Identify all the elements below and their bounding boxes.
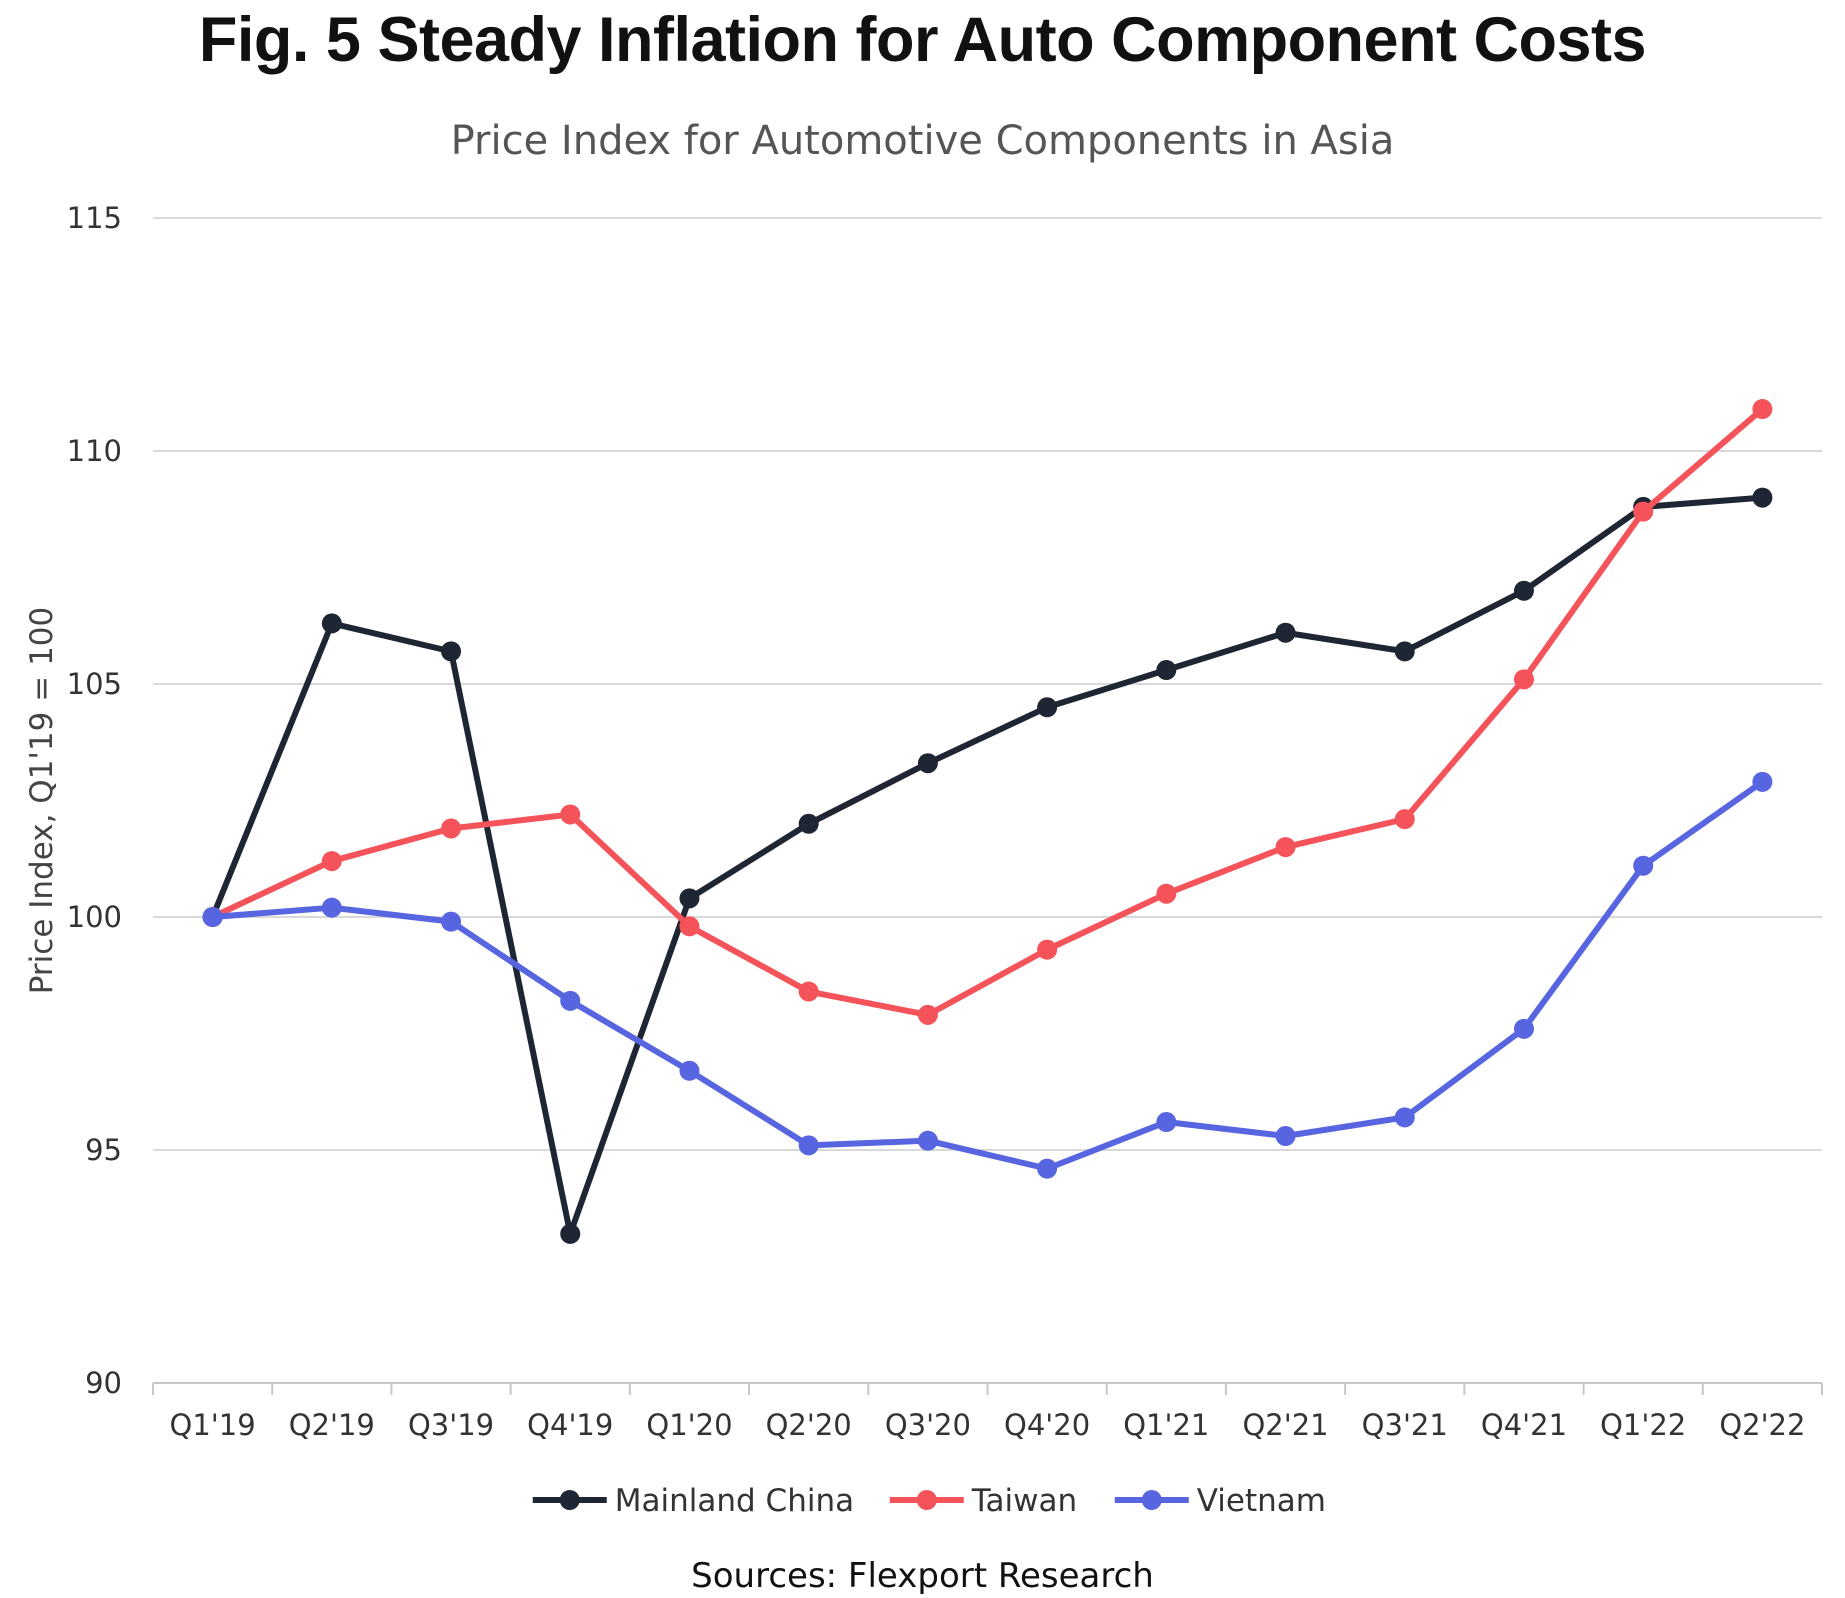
series-line-taiwan <box>209 406 1766 1018</box>
legend-label: Taiwan <box>971 1483 1077 1519</box>
x-tick-label: Q2'21 <box>1242 1408 1328 1442</box>
legend-item-vietnam: Vietnam <box>1114 1483 1326 1519</box>
x-tick-label: Q1'22 <box>1600 1408 1686 1442</box>
x-tick-label: Q3'20 <box>885 1408 971 1442</box>
series-vietnam <box>202 771 1773 1179</box>
legend-label: Vietnam <box>1197 1483 1326 1519</box>
data-point-vietnam <box>321 897 342 918</box>
series-line-mainland-china <box>209 494 1766 1237</box>
y-tick-label: 105 <box>67 667 122 701</box>
x-tick-label: Q1'20 <box>646 1408 732 1442</box>
y-tick-label: 90 <box>85 1366 122 1400</box>
data-point-mainland-china <box>917 753 938 774</box>
grid-lines <box>153 217 1822 1384</box>
data-point-mainland-china <box>1275 622 1296 643</box>
data-point-taiwan <box>1752 399 1773 420</box>
x-tick-label: Q2'22 <box>1719 1408 1805 1442</box>
legend-item-mainland-china: Mainland China <box>532 1483 854 1519</box>
data-point-taiwan <box>798 981 819 1002</box>
data-point-vietnam <box>1037 1158 1058 1179</box>
x-tick-label: Q3'21 <box>1362 1408 1448 1442</box>
y-tick-label: 95 <box>85 1133 122 1167</box>
data-point-vietnam <box>1513 1018 1534 1039</box>
series-taiwan <box>202 399 1773 1025</box>
data-point-taiwan <box>1633 501 1654 522</box>
y-tick-label: 115 <box>67 201 122 235</box>
legend-swatch-marker <box>916 1490 937 1510</box>
data-point-mainland-china <box>798 813 819 834</box>
data-point-mainland-china <box>1513 580 1534 601</box>
data-point-taiwan <box>441 818 462 839</box>
data-point-vietnam <box>679 1060 700 1081</box>
legend-swatch-marker <box>559 1490 580 1510</box>
legend-item-taiwan: Taiwan <box>889 1483 1077 1519</box>
data-point-taiwan <box>321 851 342 872</box>
data-point-taiwan <box>917 1004 938 1025</box>
data-point-mainland-china <box>321 613 342 634</box>
data-point-mainland-china <box>441 641 462 662</box>
data-point-taiwan <box>1275 837 1296 858</box>
series-line-vietnam <box>209 778 1766 1172</box>
x-tick-label: Q4'21 <box>1481 1408 1567 1442</box>
series-mainland-china <box>202 487 1773 1244</box>
data-point-taiwan <box>1394 809 1415 830</box>
data-point-vietnam <box>1633 855 1654 876</box>
data-point-mainland-china <box>560 1223 581 1244</box>
x-tick-label: Q1'19 <box>170 1408 256 1442</box>
x-tick-label: Q4'20 <box>1004 1408 1090 1442</box>
chart-subtitle: Price Index for Automotive Components in… <box>450 118 1395 164</box>
data-point-taiwan <box>560 804 581 825</box>
figure-title: Fig. 5 Steady Inflation for Auto Compone… <box>198 5 1647 75</box>
data-point-vietnam <box>1752 771 1773 792</box>
x-tick-label: Q4'19 <box>527 1408 613 1442</box>
sources-note: Sources: Flexport Research <box>691 1556 1154 1596</box>
data-point-vietnam <box>441 911 462 932</box>
legend-label: Mainland China <box>615 1483 854 1519</box>
data-point-taiwan <box>679 916 700 937</box>
data-point-taiwan <box>1037 939 1058 960</box>
data-point-taiwan <box>1513 669 1534 690</box>
data-point-mainland-china <box>1156 660 1177 681</box>
y-tick-label: 100 <box>67 900 122 934</box>
series-layer <box>202 399 1773 1244</box>
data-point-vietnam <box>1394 1107 1415 1128</box>
data-point-mainland-china <box>1037 697 1058 718</box>
y-axis-label: Price Index, Q1'19 = 100 <box>24 607 60 994</box>
data-point-vietnam <box>560 990 581 1011</box>
data-point-mainland-china <box>679 888 700 909</box>
x-tick-label: Q1'21 <box>1123 1408 1209 1442</box>
data-point-vietnam <box>1275 1126 1296 1147</box>
data-point-vietnam <box>202 907 223 927</box>
y-tick-label: 110 <box>67 434 122 468</box>
data-point-mainland-china <box>1394 641 1415 662</box>
x-tick-label: Q2'19 <box>289 1408 375 1442</box>
x-axis: Q1'19 Q2'19 Q3'19 Q4'19 Q1'20 Q2'20 Q3'20 Q4'20… <box>152 1383 1823 1442</box>
data-point-vietnam <box>917 1130 938 1151</box>
legend: Mainland China Taiwan Vietnam <box>532 1483 1326 1519</box>
legend-swatch-marker <box>1141 1490 1162 1510</box>
x-tick-label: Q2'20 <box>766 1408 852 1442</box>
x-tick-label: Q3'19 <box>408 1408 494 1442</box>
data-point-vietnam <box>798 1135 819 1156</box>
data-point-mainland-china <box>1752 487 1773 508</box>
data-point-taiwan <box>1156 883 1177 904</box>
y-axis: 90 95 100 105 110 115 Price Index, Q1'19 = 100 <box>24 201 122 1400</box>
data-point-vietnam <box>1156 1112 1177 1133</box>
